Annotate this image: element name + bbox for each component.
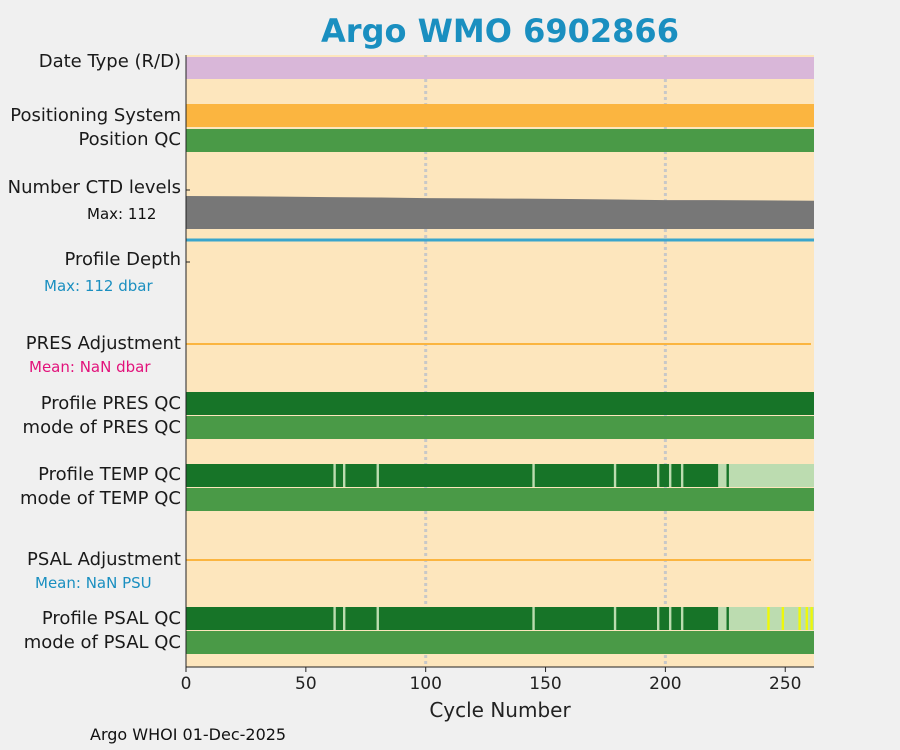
label-date-type: Date Type (R/D) [38, 51, 181, 72]
profile-depth-max-note: Max: 112 dbar [44, 277, 153, 295]
psal-qc-light-tick [680, 607, 684, 630]
label-psal-adjustment: PSAL Adjustment [26, 549, 181, 570]
temp-qc-light-tick [680, 464, 684, 487]
temp-qc-light-tick [532, 464, 535, 487]
ctd-levels-max-note: Max: 112 [87, 205, 157, 223]
label-positioning-system: Positioning System [10, 105, 181, 126]
psal-qc-flag-tick [810, 607, 813, 630]
temp-qc-light-tick [342, 464, 346, 487]
temp-qc-light-tick [333, 464, 336, 487]
mode-psal-qc-bar [186, 631, 814, 654]
positioning-system-bar [186, 104, 814, 127]
x-tick-label: 100 [409, 674, 442, 694]
x-axis-label: Cycle Number [429, 698, 571, 722]
psal-qc-light-tick [656, 607, 660, 630]
label-position-qc: Position QC [78, 129, 181, 150]
x-tick-label: 0 [180, 674, 192, 694]
label-mode-psal-qc: mode of PSAL QC [23, 632, 181, 653]
label-profile-temp-qc: Profile TEMP QC [38, 464, 181, 485]
label-ctd-levels: Number CTD levels [7, 177, 181, 198]
x-tick-label: 50 [295, 674, 317, 694]
temp-qc-light-tick [668, 464, 672, 487]
temp-qc-light-tick [656, 464, 660, 487]
x-tick-label: 150 [529, 674, 562, 694]
profile-pres-qc-bar [186, 392, 814, 415]
temp-qc-light-tick [613, 464, 617, 487]
label-profile-pres-qc: Profile PRES QC [40, 393, 181, 414]
psal-qc-light-tick [342, 607, 346, 630]
psal-adjustment-mean-note: Mean: NaN PSU [35, 574, 152, 592]
temp-qc-dark-tick [726, 464, 729, 487]
x-tick-label: 250 [769, 674, 802, 694]
psal-qc-light-tick [532, 607, 535, 630]
ctd-levels-area [186, 196, 814, 229]
chart-title: Argo WMO 6902866 [321, 12, 679, 50]
label-profile-psal-qc: Profile PSAL QC [41, 608, 181, 629]
psal-qc-light-tick [376, 607, 379, 630]
x-tick-label: 200 [649, 674, 682, 694]
temp-qc-light-tick [376, 464, 379, 487]
psal-qc-light-tick [333, 607, 336, 630]
date-type-bar [186, 57, 814, 79]
label-profile-depth: Profile Depth [64, 249, 181, 270]
psal-qc-light-tick [668, 607, 672, 630]
mode-pres-qc-bar [186, 416, 814, 439]
psal-qc-flag-tick [781, 607, 785, 630]
psal-qc-light-tick [613, 607, 617, 630]
psal-qc-dark-tick [726, 607, 729, 630]
mode-temp-qc-bar [186, 488, 814, 511]
psal-qc-flag-tick [767, 607, 770, 630]
footer-credit: Argo WHOI 01-Dec-2025 [90, 725, 287, 744]
label-mode-temp-qc: mode of TEMP QC [19, 488, 181, 509]
psal-qc-flag-tick [798, 607, 801, 630]
pres-adjustment-mean-note: Mean: NaN dbar [29, 358, 151, 376]
temp-qc-light-segment [718, 464, 814, 487]
label-pres-adjustment: PRES Adjustment [25, 333, 181, 354]
plot-background [186, 55, 814, 667]
position-qc-bar [186, 129, 814, 152]
label-mode-pres-qc: mode of PRES QC [22, 417, 181, 438]
psal-qc-flag-tick [805, 607, 809, 630]
psal-qc-light-segment [718, 607, 814, 630]
